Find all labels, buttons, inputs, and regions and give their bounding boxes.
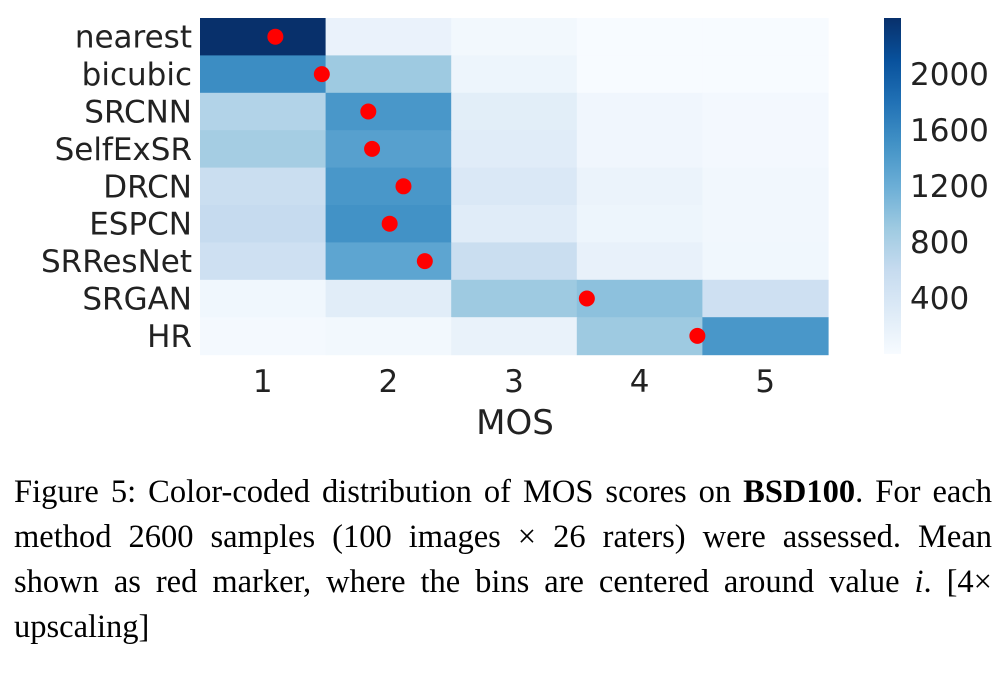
- heatmap-cell: [576, 279, 703, 318]
- heatmap-cell: [702, 55, 829, 94]
- colorbar-tick-label: 2000: [910, 57, 989, 93]
- heatmap-cell: [451, 205, 578, 243]
- x-axis-label: MOS: [476, 403, 554, 443]
- heatmap-cell: [451, 55, 578, 94]
- mean-marker: [364, 140, 381, 157]
- heatmap-cell: [200, 18, 327, 56]
- heatmap-cell: [200, 205, 327, 243]
- heatmap-cell: [702, 167, 829, 206]
- heatmap-cell: [451, 18, 578, 56]
- heatmap-cell: [451, 167, 578, 206]
- heatmap-cell: [325, 55, 452, 94]
- x-tick-label: 4: [630, 364, 650, 400]
- mos-heatmap-chart: nearestbicubicSRCNNSelfExSRDRCNESPCNSRRe…: [41, 18, 989, 443]
- heatmap-cell: [325, 18, 452, 56]
- mean-marker: [416, 253, 433, 270]
- figure-caption: Figure 5: Color-coded distribution of MO…: [14, 470, 992, 650]
- y-tick-label: nearest: [75, 20, 192, 56]
- heatmap-cell: [702, 18, 829, 56]
- heatmap-cell: [451, 242, 578, 281]
- heatmap-cells: [200, 18, 829, 356]
- y-tick-label: SRResNet: [41, 244, 192, 280]
- y-tick-label: SRGAN: [82, 282, 192, 318]
- heatmap-cell: [451, 317, 578, 356]
- y-tick-label: SelfExSR: [55, 132, 192, 168]
- heatmap-cell: [702, 242, 829, 281]
- heatmap-cell: [576, 55, 703, 94]
- caption-text: Color-coded distribution of MOS scores o…: [136, 474, 744, 510]
- heatmap-cell: [325, 130, 452, 169]
- mean-marker: [578, 290, 595, 307]
- heatmap-cell: [451, 92, 578, 131]
- heatmap-cell: [200, 167, 327, 206]
- dataset-name: BSD100: [743, 474, 856, 510]
- heatmap-cell: [325, 317, 452, 356]
- mean-marker: [360, 103, 377, 120]
- heatmap-cell: [200, 130, 327, 169]
- heatmap-cell: [702, 130, 829, 169]
- heatmap-cell: [702, 92, 829, 131]
- heatmap-cell: [576, 18, 703, 56]
- y-tick-label: DRCN: [103, 169, 192, 205]
- x-tick-label: 2: [379, 364, 399, 400]
- caption-variable: i: [914, 564, 924, 600]
- colorbar-tick-labels: 400 800 1200 1600 2000: [910, 57, 989, 317]
- heatmap-cell: [325, 167, 452, 206]
- colorbar: [884, 18, 901, 354]
- heatmap-cell: [451, 130, 578, 169]
- heatmap-cell: [576, 242, 703, 281]
- heatmap-cell: [702, 205, 829, 243]
- mean-marker: [689, 327, 706, 344]
- mean-markers: [267, 28, 706, 344]
- figure-label: Figure 5:: [14, 474, 137, 510]
- colorbar-tick-label: 800: [910, 225, 969, 261]
- caption-text: . [4× upscaling]: [14, 564, 993, 645]
- heatmap-cell: [702, 317, 829, 356]
- colorbar-tick-label: 1200: [910, 169, 989, 205]
- heatmap-cell: [451, 279, 578, 318]
- heatmap-cell: [576, 167, 703, 206]
- y-tick-label: bicubic: [82, 57, 192, 93]
- x-tick-label: 1: [253, 364, 273, 400]
- heatmap-cell: [200, 242, 327, 281]
- heatmap-cell: [325, 92, 452, 131]
- heatmap-cell: [702, 279, 829, 318]
- y-tick-label: ESPCN: [89, 207, 192, 243]
- colorbar-tick-label: 1600: [910, 113, 989, 149]
- heatmap-cell: [325, 242, 452, 281]
- caption-text: . For each method 2600 samples (100 imag…: [14, 474, 992, 600]
- y-tick-label: SRCNN: [84, 95, 192, 131]
- heatmap-cell: [576, 205, 703, 243]
- mean-marker: [267, 28, 284, 45]
- heatmap-cell: [200, 55, 327, 94]
- heatmap-cell: [576, 130, 703, 169]
- heatmap-cell: [200, 92, 327, 131]
- x-tick-label: 3: [504, 364, 524, 400]
- heatmap-cell: [200, 279, 327, 318]
- mean-marker: [395, 178, 412, 195]
- heatmap-cell: [576, 317, 703, 356]
- x-axis-tick-labels: 1 2 3 4 5: [253, 364, 775, 400]
- y-axis-tick-labels: nearestbicubicSRCNNSelfExSRDRCNESPCNSRRe…: [41, 20, 192, 355]
- mean-marker: [381, 215, 398, 232]
- heatmap-cell: [325, 279, 452, 318]
- heatmap-cell: [576, 92, 703, 131]
- x-tick-label: 5: [755, 364, 775, 400]
- heatmap-cell: [200, 317, 327, 356]
- colorbar-tick-label: 400: [910, 281, 969, 317]
- mean-marker: [313, 66, 330, 83]
- y-tick-label: HR: [147, 319, 192, 355]
